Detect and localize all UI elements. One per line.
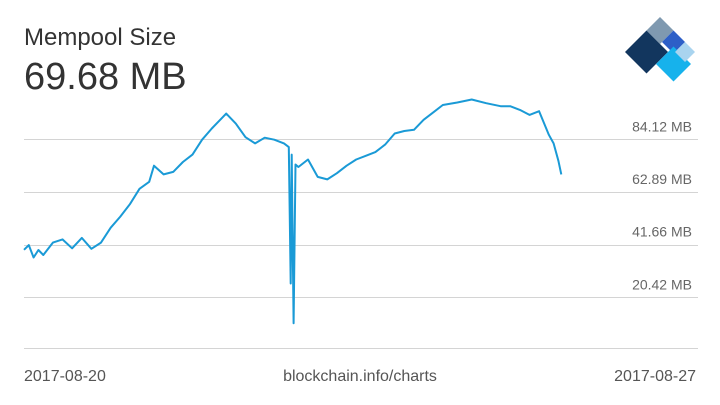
chart-title: Mempool Size — [24, 24, 177, 51]
series-layer — [23, 98, 563, 325]
x-axis-end-date: 2017-08-27 — [614, 368, 696, 385]
mempool-series-line — [23, 98, 563, 325]
grid-lines — [24, 139, 698, 349]
current-value: 69.68 MB — [24, 56, 187, 98]
blockchain-logo — [625, 17, 695, 82]
y-tick-label: 20.42 MB — [632, 276, 692, 292]
logo-light-diamond — [675, 42, 695, 62]
x-axis-start-date: 2017-08-20 — [24, 368, 106, 385]
y-tick-label: 62.89 MB — [632, 171, 692, 187]
source-link[interactable]: blockchain.info/charts — [283, 368, 437, 385]
y-tick-labels: 20.42 MB 41.66 MB 62.89 MB 84.12 MB — [632, 118, 692, 292]
y-tick-label: 84.12 MB — [632, 118, 692, 134]
y-tick-label: 41.66 MB — [632, 224, 692, 240]
